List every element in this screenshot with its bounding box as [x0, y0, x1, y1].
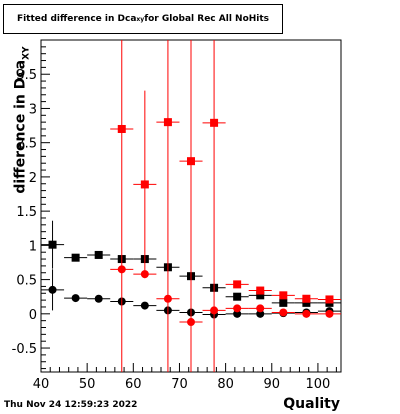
data-point-square	[279, 291, 288, 300]
data-point-circle	[302, 309, 311, 318]
x-tick-label: 60	[125, 377, 142, 392]
data-point-square	[256, 286, 265, 295]
x-tick-label: 40	[33, 377, 50, 392]
data-point-circle	[233, 309, 242, 318]
data-point-square	[71, 253, 80, 262]
data-point-circle	[117, 265, 126, 274]
data-point-square	[233, 280, 242, 289]
y-tick-label: 3	[29, 102, 37, 117]
x-axis-label: Quality	[283, 396, 340, 412]
chart-title-text: Fitted difference in Dca	[16, 14, 137, 24]
data-point-square	[302, 294, 311, 303]
data-point-circle	[94, 294, 103, 303]
x-tick-label: 90	[263, 377, 280, 392]
y-tick-label: -0.5	[12, 342, 37, 357]
y-axis-label-text: difference in Dca	[12, 59, 29, 194]
data-point-circle	[140, 270, 149, 279]
y-tick-label: 0	[29, 308, 37, 323]
data-point-square	[279, 298, 288, 307]
y-tick-label: 1.5	[16, 205, 37, 220]
x-tick-label: 50	[79, 377, 96, 392]
data-point-circle	[163, 294, 172, 303]
data-point-circle	[279, 308, 288, 317]
y-tick-label: 1	[29, 239, 37, 254]
data-point-square	[94, 250, 103, 259]
data-point-square	[187, 157, 195, 166]
data-point-square	[48, 240, 57, 249]
y-axis-label: difference in DcaXY	[13, 46, 32, 193]
x-tick-label: 100	[306, 377, 331, 392]
x-tick-label: 70	[171, 377, 188, 392]
y-tick-label: 2.5	[16, 137, 37, 152]
y-tick-label: 3.5	[16, 68, 37, 83]
data-point-circle	[48, 285, 57, 294]
data-point-circle	[71, 294, 80, 303]
data-point-circle	[256, 304, 265, 313]
data-point-square	[210, 118, 219, 127]
data-point-square	[325, 295, 334, 304]
y-axis-label-subscript: XY	[21, 46, 32, 60]
data-point-circle	[187, 318, 195, 327]
x-tick-label: 80	[217, 377, 234, 392]
data-point-square	[140, 180, 149, 189]
data-point-circle	[233, 304, 242, 313]
data-point-square	[233, 292, 242, 301]
data-point-square	[302, 298, 311, 307]
data-point-circle	[210, 306, 219, 315]
timestamp: Thu Nov 24 12:59:23 2022	[4, 400, 138, 410]
y-tick-label: 0.5	[16, 274, 37, 289]
chart-title-suffix: for Global Rec All NoHits	[144, 14, 270, 24]
chart-title-subscript: xy	[136, 15, 145, 23]
data-point-circle	[256, 309, 265, 318]
chart-title: Fitted difference in Dca xy for Global Re…	[3, 4, 283, 34]
data-point-square	[163, 118, 172, 127]
data-point-circle	[325, 309, 334, 318]
data-point-circle	[140, 301, 149, 310]
data-point-square	[117, 124, 126, 133]
y-tick-label: 2	[29, 171, 37, 186]
data-point-square	[256, 291, 265, 300]
